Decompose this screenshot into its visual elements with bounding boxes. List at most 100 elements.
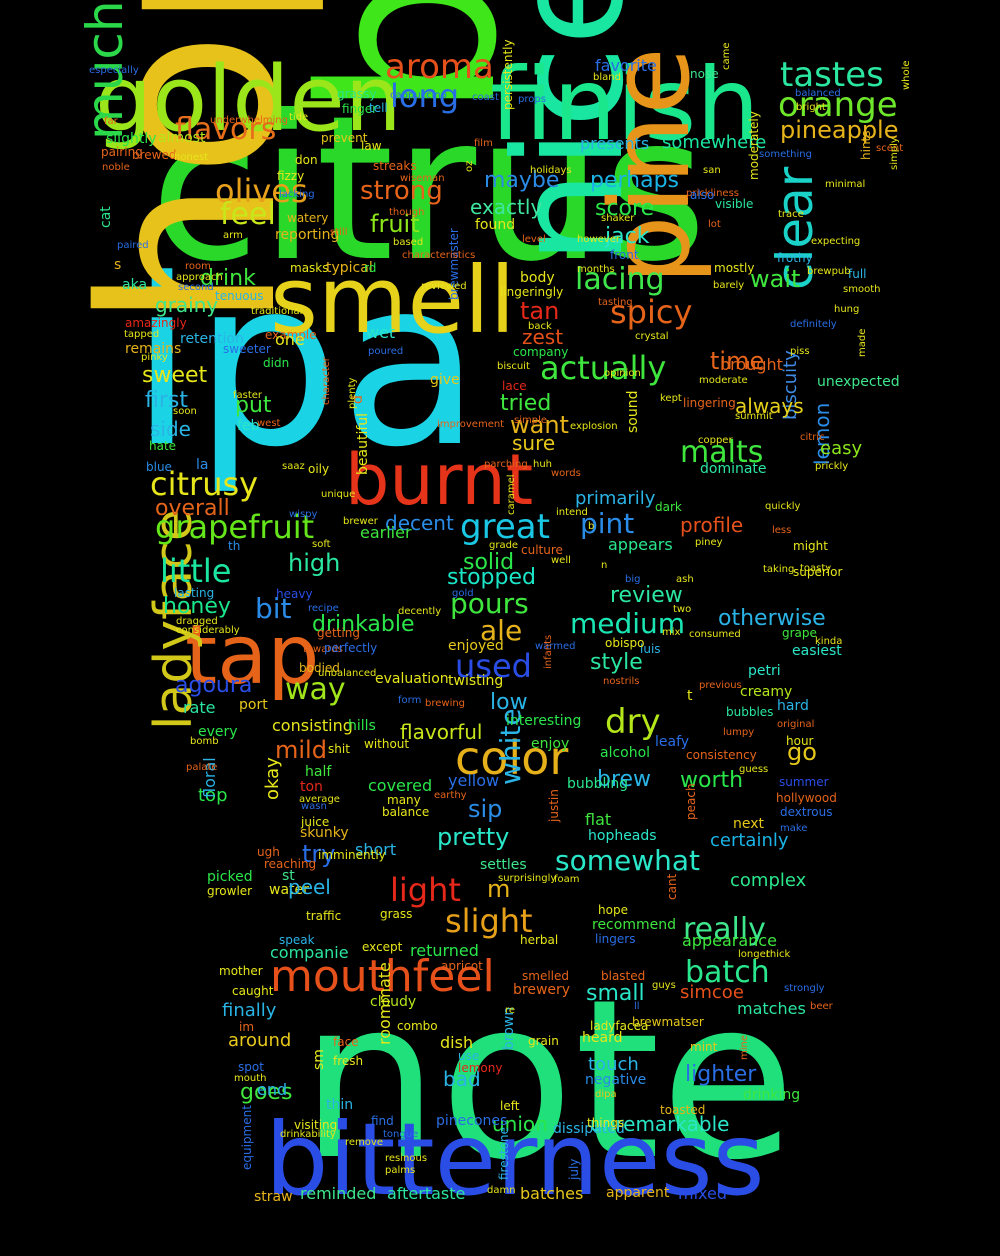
word-zest: zest: [522, 325, 564, 349]
word-bitterness: bitterness: [265, 1101, 765, 1218]
word-firestone: firestone: [497, 1127, 511, 1180]
word-fizzy: fizzy: [277, 169, 305, 183]
word-quickly: quickly: [765, 501, 801, 512]
word-ll: ll: [634, 1001, 640, 1012]
word-try: try: [302, 840, 336, 868]
word-great: great: [460, 507, 550, 547]
word-drinking: drinking: [743, 1087, 801, 1103]
word-review: review: [610, 583, 683, 608]
word-mother: mother: [219, 964, 263, 978]
word-ipa: ipa: [130, 231, 481, 498]
word-skunky: skunky: [300, 825, 349, 841]
word-arm: arm: [223, 230, 243, 241]
word-peach: peach: [684, 783, 698, 820]
word-dipa: dipa: [595, 1089, 617, 1100]
word-recommend: recommend: [592, 917, 676, 933]
word-settles: settles: [480, 857, 527, 873]
word-way: way: [285, 672, 346, 707]
word-far: far: [104, 116, 118, 127]
word-something: something: [759, 149, 812, 160]
word-tenuous: tenuous: [215, 289, 264, 303]
word-hung: hung: [834, 304, 860, 315]
word-decent: decent: [385, 511, 454, 535]
word-luis: luis: [640, 642, 661, 656]
word-blasted: blasted: [601, 969, 646, 983]
word-found: found: [475, 217, 516, 233]
word-mouthfeel: mouthfeel: [270, 951, 495, 1002]
word-otherwise: otherwise: [718, 606, 826, 631]
word-mix: mix: [662, 627, 681, 638]
word-face: face: [333, 1035, 359, 1049]
word-approach: approach: [176, 272, 223, 283]
word-unremarkable: unremarkable: [590, 1112, 730, 1136]
word-kept: kept: [660, 393, 682, 404]
word-aftertaste: aftertaste: [387, 1184, 466, 1203]
word-grainy: grainy: [155, 293, 219, 317]
word-dish: dish: [440, 1033, 474, 1052]
word-original: original: [777, 719, 815, 730]
word-want: want: [510, 411, 569, 439]
word-burnt: burnt: [345, 439, 534, 521]
word-don: don: [295, 153, 318, 167]
word-plenty: plenty: [347, 377, 358, 409]
word-grassy: grassy: [337, 87, 377, 101]
word-recipe: recipe: [308, 603, 339, 614]
word-agoura: agoura: [175, 673, 253, 698]
word-beer: beer: [810, 1001, 833, 1012]
word-guys: guys: [652, 980, 676, 991]
word-flat: flat: [585, 810, 612, 829]
word-intend: intend: [556, 507, 588, 518]
word-previous: previous: [699, 680, 742, 691]
word-trace: trace: [778, 209, 804, 220]
word-sweet: sweet: [142, 363, 208, 388]
word-strong: strong: [360, 176, 443, 206]
word-parching: parching: [484, 459, 528, 470]
word-palate: palate: [186, 762, 218, 773]
word-however: however: [577, 234, 620, 245]
word-getting: getting: [317, 626, 360, 640]
word-lacing: lacing: [575, 262, 665, 297]
word-light: light: [390, 871, 461, 909]
word-foam: foam: [554, 874, 580, 885]
word-sweeter: sweeter: [223, 342, 271, 356]
word-enjoy: enjoy: [531, 736, 570, 752]
word-smooth: smooth: [843, 284, 881, 295]
word-tap: tap: [185, 608, 320, 703]
word-beautiful: beautiful: [355, 412, 371, 475]
word-rate: rate: [183, 698, 216, 717]
word-watery: watery: [287, 211, 329, 225]
word-enjoyed: enjoyed: [448, 638, 504, 654]
word-apparent: apparent: [606, 1185, 670, 1201]
word-really: really: [683, 912, 766, 947]
word-caramel: caramel: [506, 474, 517, 515]
word-didn: didn: [263, 356, 290, 370]
word-decently: decently: [398, 606, 442, 617]
word-half: half: [305, 764, 332, 780]
word-scent: scent: [876, 143, 904, 154]
word-second: second: [178, 282, 214, 293]
word-mixed: mixed: [678, 1184, 728, 1203]
word-shit: shit: [328, 742, 350, 756]
word-use: use: [458, 1049, 480, 1063]
word-ale: ale: [480, 614, 523, 647]
word-saaz: saaz: [282, 461, 305, 472]
word-definitely: definitely: [790, 319, 837, 330]
word-finger: finger: [342, 102, 378, 116]
word-sm: sm: [311, 1049, 327, 1070]
word-towards: towards: [303, 644, 343, 655]
word-company: company: [513, 345, 569, 359]
word-bodied: bodied: [299, 661, 340, 675]
word-used: used: [455, 647, 532, 685]
word-lace: lace: [502, 379, 527, 393]
word-amazingly: amazingly: [125, 316, 187, 330]
word-oily: oily: [308, 462, 330, 476]
word-months: months: [577, 264, 615, 275]
word-typical: typical: [326, 260, 373, 276]
word-lingering: lingering: [683, 396, 736, 410]
word-one: one: [275, 330, 305, 349]
word-cat: cat: [98, 206, 114, 228]
word-culture: culture: [521, 543, 563, 557]
word-crystal: crystal: [635, 331, 669, 342]
word-high: high: [288, 549, 341, 577]
